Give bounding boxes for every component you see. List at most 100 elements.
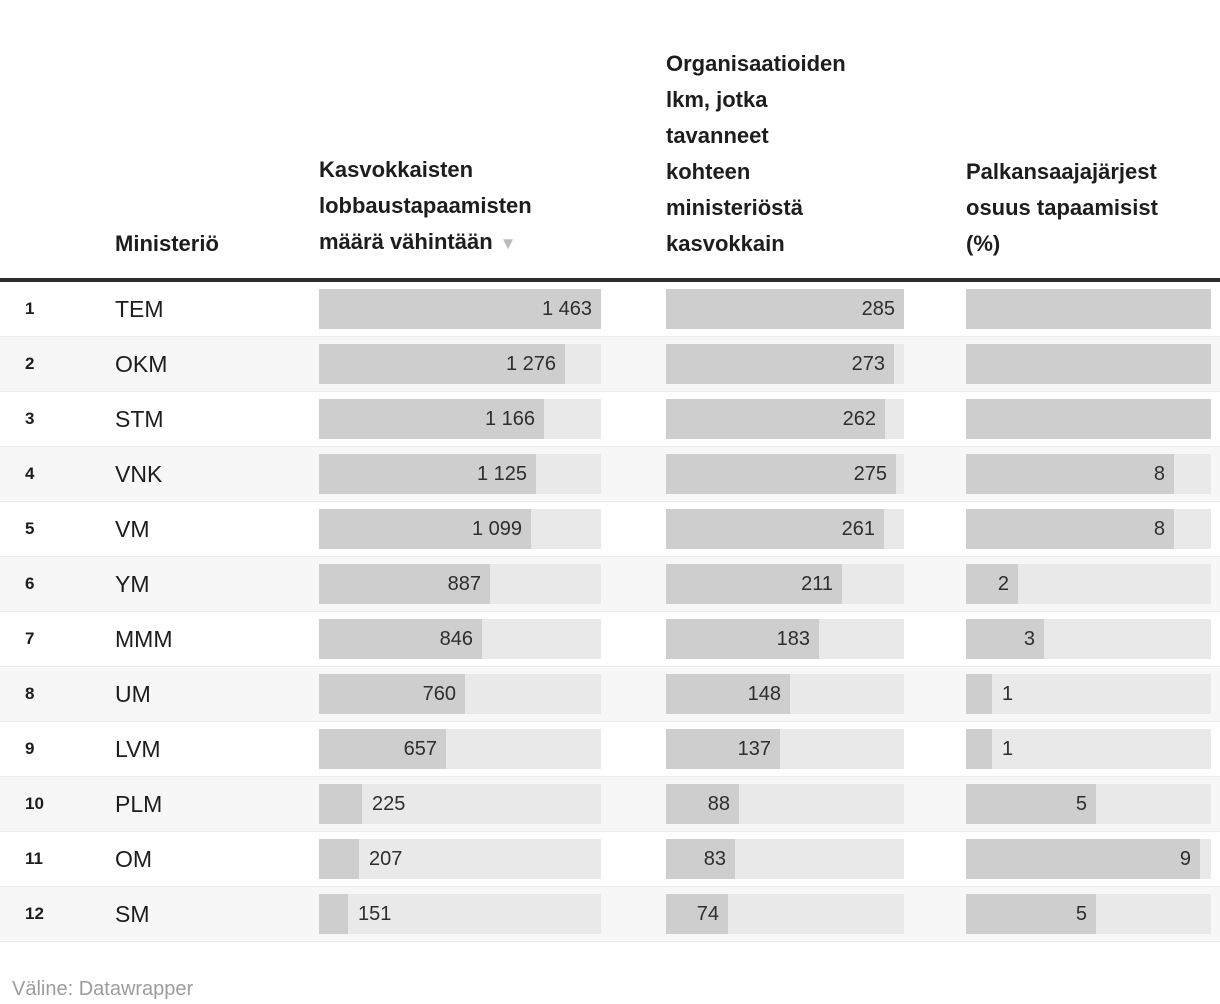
meetings-bar-track: 225 <box>319 784 601 824</box>
orgs-bar-value: 262 <box>842 408 876 430</box>
meetings-bar-track: 151 <box>319 894 601 934</box>
table-row: 12 SM 151 74 5 <box>0 886 1220 941</box>
header-meetings-sortable[interactable]: Kasvokkaisten lobbaustapaamisten määrä vä… <box>319 152 666 262</box>
table-row: 1 TEM 1 463 285 <box>0 282 1220 336</box>
share-bar-fill <box>966 399 1211 439</box>
meetings-bar-value: 225 <box>372 793 406 815</box>
share-bar-fill <box>966 454 1174 494</box>
header-lines: Palkansaajajärjest osuus tapaamisist (%) <box>966 154 1220 262</box>
share-bar-track: 2 <box>966 564 1211 604</box>
orgs-bar-cell: 273 <box>666 344 966 384</box>
table-row: 10 PLM 225 88 5 <box>0 776 1220 831</box>
orgs-bar-track: 137 <box>666 729 904 769</box>
meetings-bar-cell: 1 099 <box>319 509 666 549</box>
orgs-bar-fill <box>666 399 885 439</box>
row-number: 7 <box>25 629 35 648</box>
meetings-bar-fill <box>319 454 536 494</box>
orgs-bar-track: 211 <box>666 564 904 604</box>
meetings-bar-fill <box>319 674 465 714</box>
meetings-bar-cell: 1 125 <box>319 454 666 494</box>
meetings-bar-value: 1 463 <box>541 298 592 320</box>
orgs-bar-fill <box>666 454 896 494</box>
meetings-bar-cell: 1 276 <box>319 344 666 384</box>
orgs-bar-fill <box>666 729 780 769</box>
share-bar-track: 8 <box>966 509 1211 549</box>
row-number: 10 <box>25 794 44 813</box>
orgs-bar-fill <box>666 674 790 714</box>
header-lines: Organisaatioiden lkm, jotka tavanneet kohte… <box>666 46 966 262</box>
table-header: Ministeriö Kasvokkaisten lobbaustapaamist… <box>0 0 1220 282</box>
share-bar-cell: 1 <box>966 674 1220 714</box>
meetings-bar-track: 1 166 <box>319 399 601 439</box>
ministry-label: TEM <box>115 295 164 322</box>
orgs-bar-track: 183 <box>666 619 904 659</box>
share-bar-cell: 2 <box>966 564 1220 604</box>
meetings-bar-cell: 207 <box>319 839 666 879</box>
header-line: kohteen <box>666 159 751 184</box>
orgs-bar-track: 261 <box>666 509 904 549</box>
share-bar-value: 1 <box>1002 738 1014 760</box>
meetings-bar-value: 657 <box>403 738 437 760</box>
row-number: 1 <box>25 299 35 318</box>
share-bar-track: 1 <box>966 729 1211 769</box>
share-bar-track <box>966 289 1211 329</box>
table-row: 8 UM 760 148 1 <box>0 666 1220 721</box>
meetings-bar-track: 760 <box>319 674 601 714</box>
share-bar-cell: 3 <box>966 619 1220 659</box>
ministry-label: PLM <box>115 790 163 817</box>
orgs-bar-fill <box>666 839 735 879</box>
table-row: 6 YM 887 211 2 <box>0 556 1220 611</box>
row-number: 8 <box>25 684 35 703</box>
meetings-bar-value: 207 <box>369 848 403 870</box>
meetings-bar-fill <box>319 509 531 549</box>
meetings-bar-value: 1 099 <box>471 518 522 540</box>
orgs-bar-value: 74 <box>696 903 719 925</box>
share-bar-cell: 5 <box>966 784 1220 824</box>
ministry-label: UM <box>115 680 151 707</box>
orgs-bar-cell: 88 <box>666 784 966 824</box>
share-bar-value: 2 <box>997 573 1009 595</box>
share-bar-track <box>966 399 1211 439</box>
share-bar-cell <box>966 289 1220 329</box>
meetings-bar-track: 1 099 <box>319 509 601 549</box>
ministry-label: MMM <box>115 625 173 652</box>
share-bar-fill <box>966 839 1200 879</box>
share-bar-value: 8 <box>1153 518 1165 540</box>
table-row: 4 VNK 1 125 275 8 <box>0 446 1220 501</box>
row-number: 9 <box>25 739 35 758</box>
table-row: 2 OKM 1 276 273 <box>0 336 1220 391</box>
orgs-bar-value: 88 <box>707 793 730 815</box>
ministry-label: OM <box>115 845 153 872</box>
header-line: Ministeriö <box>115 231 219 256</box>
ministry-label: OKM <box>115 350 168 377</box>
meetings-bar-fill <box>319 784 362 824</box>
share-bar-fill <box>966 289 1211 329</box>
orgs-bar-cell: 285 <box>666 289 966 329</box>
meetings-bar-value: 151 <box>358 903 392 925</box>
sort-descending-icon[interactable]: ▼ <box>499 234 517 253</box>
orgs-bar-value: 273 <box>851 353 885 375</box>
row-number: 5 <box>25 519 35 538</box>
share-bar-fill <box>966 564 1018 604</box>
share-bar-cell <box>966 399 1220 439</box>
share-bar-value: 3 <box>1023 628 1035 650</box>
share-bar-fill <box>966 509 1174 549</box>
ministry-label: SM <box>115 900 150 927</box>
share-bar-fill <box>966 784 1096 824</box>
share-bar-track <box>966 344 1211 384</box>
meetings-bar-cell: 151 <box>319 894 666 934</box>
orgs-bar-value: 275 <box>853 463 887 485</box>
orgs-bar-cell: 83 <box>666 839 966 879</box>
share-bar-fill <box>966 674 992 714</box>
share-bar-track: 1 <box>966 674 1211 714</box>
share-bar-fill <box>966 619 1044 659</box>
table-row: 11 OM 207 83 9 <box>0 831 1220 886</box>
share-bar-value: 5 <box>1075 903 1087 925</box>
orgs-bar-cell: 137 <box>666 729 966 769</box>
row-number: 11 <box>25 849 43 868</box>
share-bar-track: 5 <box>966 894 1211 934</box>
orgs-bar-cell: 74 <box>666 894 966 934</box>
meetings-bar-track: 207 <box>319 839 601 879</box>
orgs-bar-fill <box>666 289 904 329</box>
meetings-bar-track: 887 <box>319 564 601 604</box>
